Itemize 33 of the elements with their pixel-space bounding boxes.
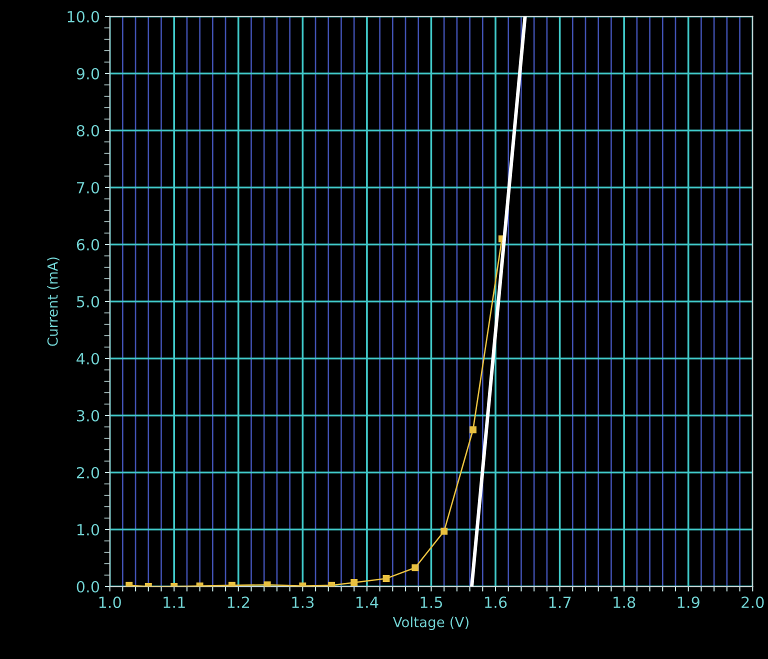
y-tick-label: 4.0 (76, 352, 100, 365)
point (412, 564, 419, 572)
x-axis-title: Voltage (V) (392, 616, 468, 630)
x-tick-label: 1.4 (356, 596, 378, 608)
point (440, 528, 448, 535)
y-tick-label: 7.0 (77, 182, 100, 194)
x-tick-label: 1.6 (485, 596, 507, 608)
y-tick-label: 10.0 (68, 10, 100, 22)
point (350, 579, 358, 586)
y-tick-label: 8.0 (76, 124, 100, 137)
y-axis-title: Current (mA) (47, 257, 60, 346)
y-tick-label: 3.0 (76, 410, 100, 422)
y-tick-label: 1.0 (77, 524, 100, 536)
x-tick-label: 2.0 (742, 596, 764, 608)
x-tick-label: 1.0 (99, 596, 121, 608)
point (264, 581, 271, 587)
point (228, 582, 236, 587)
x-tick-label: 1.7 (549, 596, 571, 608)
y-tick-label: 2.0 (76, 466, 100, 479)
x-tick-label: 1.8 (614, 596, 636, 608)
point (470, 426, 476, 434)
y-tick-label: 6.0 (76, 238, 100, 251)
x-tick-label: 1.3 (292, 596, 314, 608)
x-tick-label: 1.1 (164, 596, 185, 608)
point (126, 582, 133, 587)
x-tick-label: 1.5 (420, 596, 442, 608)
y-tick-label: 0.0 (76, 580, 100, 593)
y-tick-label: 5.0 (76, 296, 100, 308)
point (328, 582, 336, 587)
point (382, 575, 390, 582)
x-tick-label: 1.9 (678, 596, 700, 608)
x-tick-label: 1.2 (228, 596, 250, 608)
y-tick-label: 9.0 (76, 68, 100, 80)
